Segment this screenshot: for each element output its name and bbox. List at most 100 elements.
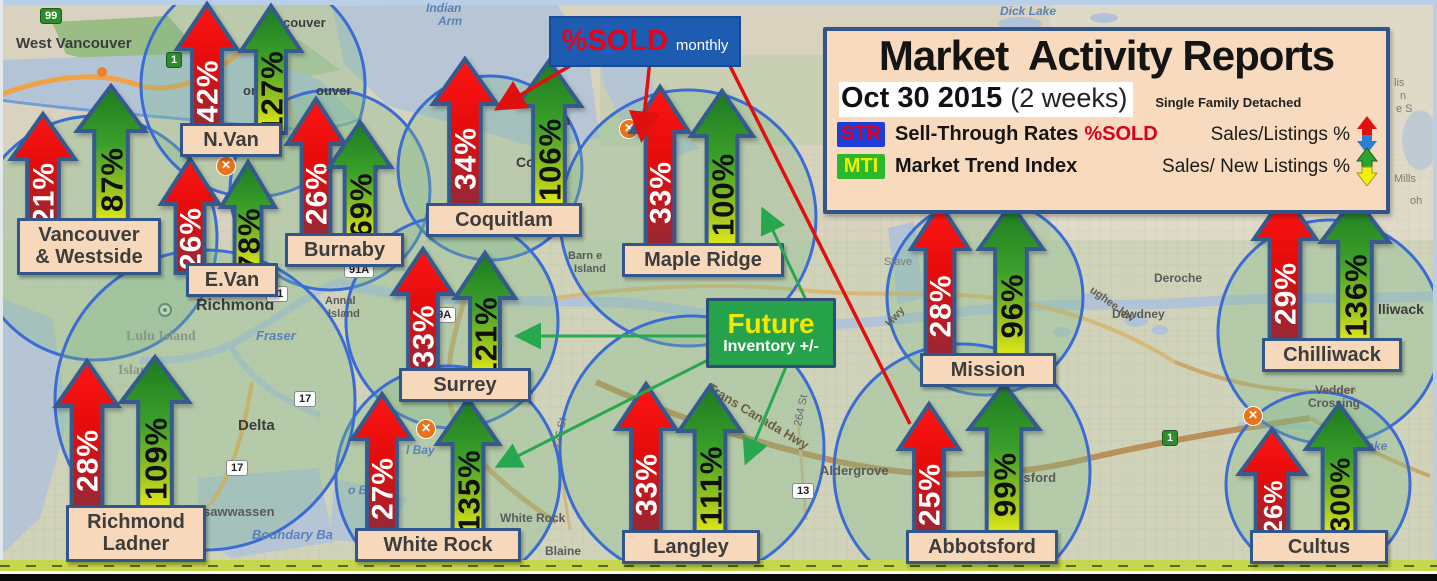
map-label: Stave (884, 256, 913, 268)
region-langley-mti-arrow: 111% (675, 382, 745, 542)
svg-text:29%: 29% (1270, 262, 1303, 325)
sold-callout-suffix: monthly (675, 37, 729, 54)
svg-text:33%: 33% (408, 304, 441, 367)
region-chilliwack-str-arrow: 29% (1250, 190, 1320, 350)
region-vancouver-westside-mti-arrow: 87% (72, 82, 150, 230)
region-label-chilliwack: Chilliwack (1262, 338, 1402, 373)
svg-text:28%: 28% (72, 429, 105, 492)
region-maple-ridge-mti-arrow: 100% (687, 87, 757, 255)
highway-shield: 17 (226, 460, 249, 476)
region-maple-ridge-str-arrow: 33% (627, 83, 693, 255)
map-label: Dewdney (1112, 307, 1165, 321)
map-label: Lulu Island (126, 329, 196, 344)
str-chip: STR (837, 122, 885, 147)
region-n-van-str-arrow: 42% (173, 0, 241, 135)
report-date: Oct 30 2015 (841, 82, 1011, 114)
region-burnaby-str-arrow: 26% (283, 95, 349, 245)
future-callout-suffix: Inventory +/- (723, 338, 819, 356)
region-burnaby-mti-arrow: 69% (325, 118, 395, 245)
region-white-rock-str-arrow: 27% (348, 390, 416, 540)
sold-callout-title: %SOLD (561, 25, 668, 57)
report-subtitle: Single Family Detached (1155, 95, 1302, 110)
svg-text:87%: 87% (95, 147, 130, 212)
region-vancouver-westside-str-arrow: 21% (7, 110, 79, 230)
svg-text:34%: 34% (450, 127, 483, 190)
region-richmond-ladner-mti-arrow: 109% (116, 353, 194, 517)
region-label-surrey: Surrey (399, 368, 531, 403)
region-cultus-mti-arrow: 300% (1302, 400, 1376, 542)
map-label: Annal (325, 295, 356, 307)
future-callout-title: Future (727, 308, 815, 340)
report-header: Market Activity Reports Oct 30 2015 (2 w… (823, 27, 1390, 214)
highway-shield: 13 (792, 483, 815, 499)
region-cultus-str-arrow: 26% (1235, 425, 1309, 542)
map-label: n (1400, 90, 1407, 102)
svg-text:96%: 96% (995, 273, 1030, 338)
map-label: l Bay (406, 443, 435, 457)
str-ratio-label: Sales/Listings % (1210, 123, 1350, 145)
red-up-blue-down-arrows-icon (1357, 115, 1377, 154)
map-label: Boundary Ba (252, 527, 333, 542)
map-label: Tsawwassen (196, 504, 275, 519)
svg-text:127%: 127% (255, 50, 290, 133)
highway-shield: 17 (294, 391, 317, 407)
region-surrey-mti-arrow: 121% (451, 249, 519, 380)
region-label-e-van: E.Van (186, 263, 278, 298)
svg-text:300%: 300% (1325, 457, 1356, 533)
region-coquitlam-mti-arrow: 106% (513, 57, 585, 215)
region-n-van-mti-arrow: 127% (237, 2, 305, 135)
future-callout: Future Inventory +/- (706, 298, 836, 368)
svg-text:100%: 100% (706, 153, 741, 236)
legend-row-str: STR Sell-Through Rates %SOLD Sales/Listi… (837, 115, 1378, 154)
region-label-coquitlam: Coquitlam (426, 203, 582, 238)
map-label: Aldergrove (820, 463, 889, 478)
map-label: Blaine (545, 544, 582, 558)
region-white-rock-mti-arrow: 135% (433, 395, 503, 540)
map-label: Deroche (1154, 271, 1203, 285)
map-label: White Rock (500, 511, 566, 525)
region-abbotsford-str-arrow: 25% (895, 400, 963, 542)
svg-text:69%: 69% (344, 172, 379, 237)
map-label: West Vancouver (16, 35, 132, 52)
highway-leaf-shield: 99 (40, 8, 63, 24)
map-label: Crossing (1308, 396, 1361, 410)
region-mission-str-arrow: 28% (907, 200, 973, 365)
map-label: Island (328, 308, 360, 320)
map-label: Barn e (568, 250, 603, 262)
report-date-highlight: Oct 30 2015 (2 weeks) (839, 82, 1134, 117)
region-label-burnaby: Burnaby (285, 233, 404, 268)
svg-text:26%: 26% (1258, 479, 1288, 534)
svg-text:21%: 21% (28, 162, 61, 225)
map-label: Arm (438, 14, 463, 28)
svg-text:106%: 106% (533, 118, 568, 201)
region-label-vancouver-westside: Vancouver & Westside (17, 218, 161, 275)
highway-leaf-shield: 1 (166, 52, 183, 68)
svg-text:109%: 109% (139, 417, 174, 500)
svg-text:121%: 121% (469, 296, 504, 379)
svg-text:27%: 27% (367, 457, 400, 520)
mti-ratio-label: Sales/ New Listings % (1162, 155, 1350, 177)
str-label: Sell-Through Rates (895, 123, 1079, 145)
region-coquitlam-str-arrow: 34% (429, 55, 501, 215)
highway-leaf-shield: 1 (1162, 430, 1179, 446)
mti-label: Market Trend Index (895, 155, 1078, 177)
region-langley-str-arrow: 33% (612, 380, 680, 542)
svg-text:78%: 78% (232, 207, 267, 272)
svg-text:28%: 28% (925, 274, 958, 337)
map-label: e S (1396, 103, 1413, 115)
svg-text:42%: 42% (192, 59, 225, 122)
map-label: ouver (316, 83, 352, 98)
map-label: Richmond (196, 297, 275, 314)
region-label-cultus: Cultus (1250, 530, 1388, 565)
region-label-white-rock: White Rock (355, 528, 521, 563)
mti-chip: MTI (837, 154, 885, 179)
svg-text:99%: 99% (988, 452, 1023, 517)
map-label: Island (574, 263, 606, 275)
map-label: Fraser (256, 328, 296, 343)
svg-text:136%: 136% (1339, 253, 1374, 336)
map-label: oh (1410, 195, 1423, 207)
sold-callout: %SOLD monthly (549, 16, 741, 67)
svg-text:135%: 135% (452, 449, 487, 532)
svg-text:25%: 25% (914, 463, 947, 526)
